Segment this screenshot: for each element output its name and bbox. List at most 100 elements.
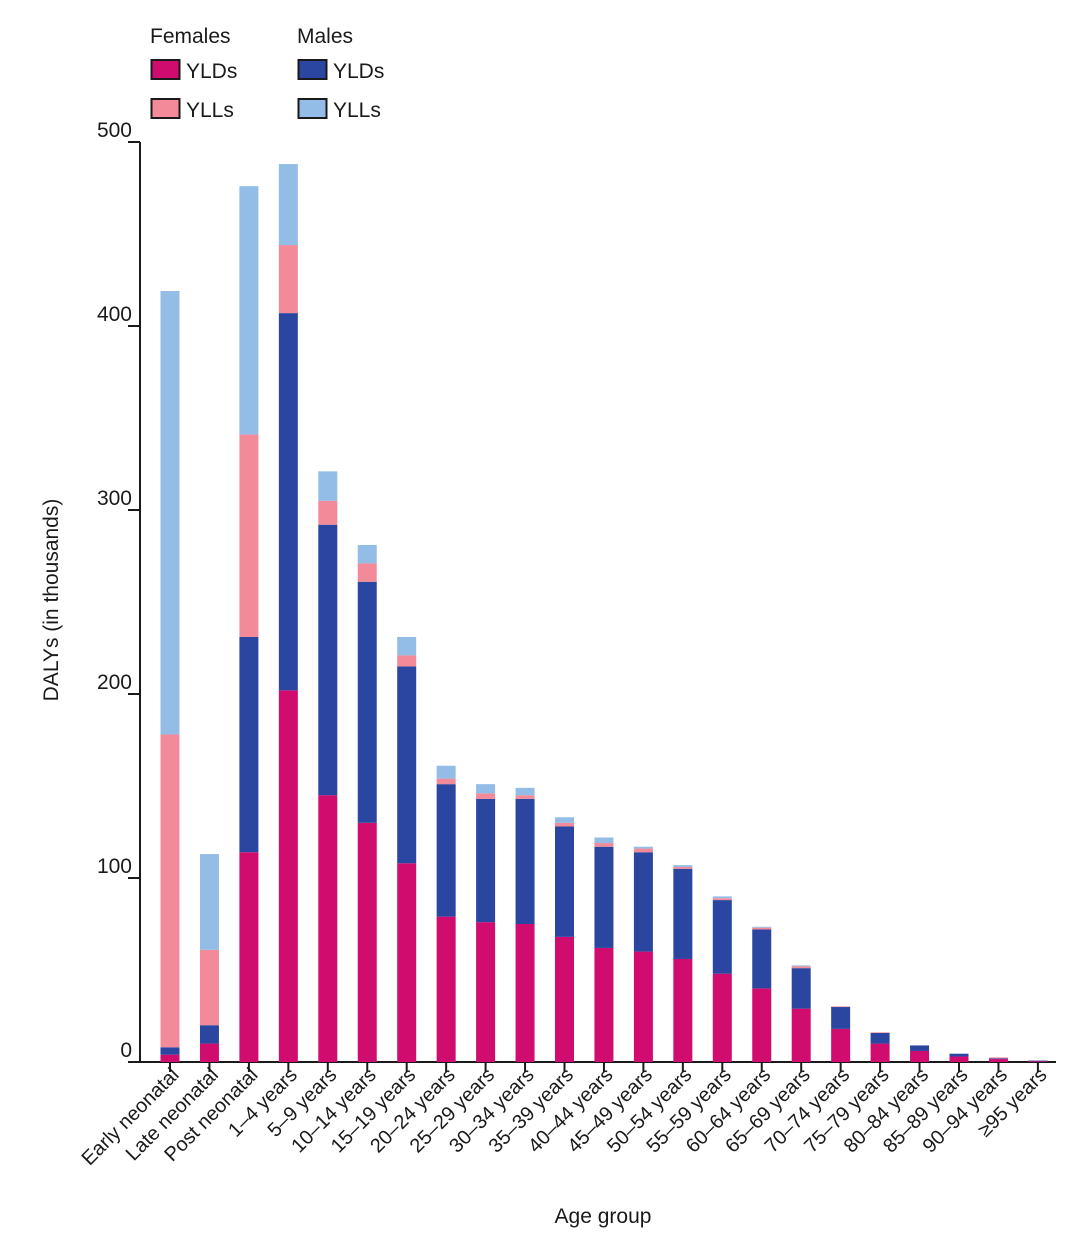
legend-group-title: Males bbox=[297, 25, 353, 48]
bar-segment bbox=[555, 817, 574, 823]
legend-item-label: YLLs bbox=[186, 99, 234, 122]
legend: Females YLDs YLLs Males YLDs YLLs bbox=[150, 25, 384, 122]
bar-segment bbox=[397, 655, 417, 667]
bar-segment bbox=[752, 927, 772, 930]
bar-segment bbox=[160, 291, 180, 735]
bar-segment bbox=[752, 988, 772, 1062]
legend-swatch bbox=[150, 98, 181, 119]
bar-segment bbox=[870, 1032, 890, 1044]
bar-segment bbox=[199, 1043, 219, 1062]
bar-segment bbox=[594, 843, 614, 847]
bar-segment bbox=[515, 787, 535, 796]
bar-segment bbox=[988, 1057, 1008, 1059]
y-axis-title: DALYs (in thousands) bbox=[40, 499, 63, 702]
bar-segment bbox=[199, 949, 219, 1026]
bar-segment bbox=[1028, 1060, 1048, 1061]
bar-segment bbox=[1028, 1059, 1048, 1061]
bar-segment bbox=[712, 898, 732, 901]
bar-segment bbox=[318, 524, 338, 796]
legend-item-label: YLDs bbox=[333, 60, 384, 83]
bar-segment bbox=[199, 854, 219, 950]
bar-segment bbox=[633, 848, 653, 853]
bar-segment bbox=[910, 1045, 930, 1051]
bar-segment bbox=[633, 852, 653, 952]
bar-segment bbox=[831, 1006, 851, 1029]
bar-segment bbox=[752, 929, 772, 989]
bar-segment bbox=[752, 926, 772, 928]
bar-segment bbox=[357, 544, 377, 564]
bar-segment bbox=[673, 868, 693, 959]
bar-segment bbox=[988, 1059, 1008, 1062]
bar-segment bbox=[357, 822, 377, 1062]
bar-segment bbox=[515, 924, 535, 1062]
legend-swatch bbox=[297, 98, 328, 119]
bar-segment bbox=[791, 968, 811, 1009]
bar-segment bbox=[831, 1006, 851, 1008]
bar-segment bbox=[476, 922, 496, 1062]
legend-swatch bbox=[150, 59, 181, 80]
y-tick-label: 0 bbox=[120, 1039, 132, 1062]
bar-segment bbox=[712, 973, 732, 1062]
bar-segment bbox=[633, 951, 653, 1062]
bar-segment bbox=[594, 846, 614, 948]
y-tick-label: 500 bbox=[97, 119, 132, 142]
bar-segment bbox=[318, 795, 338, 1062]
bar-segment bbox=[476, 798, 496, 923]
bar-segment bbox=[555, 826, 574, 937]
bar-segment bbox=[160, 1047, 180, 1055]
legend-swatch bbox=[297, 59, 328, 80]
bar-segment bbox=[436, 778, 456, 785]
bar-segment bbox=[436, 784, 456, 917]
bar-segment bbox=[831, 1028, 851, 1062]
bar-segment bbox=[357, 581, 377, 823]
bar-segment bbox=[239, 434, 259, 637]
bar-segment bbox=[318, 500, 338, 525]
bar-segment bbox=[594, 837, 614, 844]
bar-segment bbox=[712, 896, 732, 899]
bar-segment bbox=[949, 1056, 969, 1062]
y-tick-label: 400 bbox=[97, 303, 132, 326]
legend-group-title: Females bbox=[150, 25, 231, 48]
bar-segment bbox=[160, 1054, 180, 1062]
bar-segment bbox=[870, 1043, 890, 1062]
bar-segment bbox=[278, 164, 298, 246]
bar-segment bbox=[673, 958, 693, 1062]
x-axis-title: Age group bbox=[555, 1205, 652, 1228]
bar-segment bbox=[515, 798, 535, 924]
y-tick-label: 300 bbox=[97, 487, 132, 510]
bar-segment bbox=[633, 846, 653, 849]
bar-segment bbox=[278, 690, 298, 1062]
y-tick-label: 200 bbox=[97, 671, 132, 694]
bar-segment bbox=[555, 936, 574, 1062]
bar-segment bbox=[318, 471, 338, 501]
bar-segment bbox=[357, 563, 377, 582]
bar-segment bbox=[870, 1032, 890, 1033]
y-ticks: 0 100 200 300 400 500 bbox=[97, 119, 140, 1063]
bar-segment bbox=[1028, 1060, 1048, 1062]
bar-segment bbox=[397, 863, 417, 1062]
bar-segment bbox=[278, 245, 298, 314]
bar-segment bbox=[791, 966, 811, 969]
legend-item-label: YLLs bbox=[333, 99, 381, 122]
bar-segment bbox=[397, 666, 417, 864]
legend-item-label: YLDs bbox=[186, 60, 237, 83]
bar-segment bbox=[199, 1025, 219, 1044]
bar-segment bbox=[910, 1050, 930, 1062]
bar-segment bbox=[397, 636, 417, 656]
bar-segment bbox=[712, 900, 732, 974]
bar-segment bbox=[278, 313, 298, 691]
bar-segment bbox=[594, 947, 614, 1062]
bar-segment bbox=[515, 795, 535, 799]
bar-segment bbox=[476, 784, 496, 794]
bar-segment bbox=[791, 1008, 811, 1062]
bar-segment bbox=[673, 866, 693, 869]
bar-segment bbox=[239, 186, 259, 435]
bar-segment bbox=[988, 1058, 1008, 1060]
bar-segment bbox=[1028, 1060, 1048, 1062]
bar-segment bbox=[555, 822, 574, 827]
y-tick-label: 100 bbox=[97, 855, 132, 878]
bar-segment bbox=[949, 1053, 969, 1057]
bar-segment bbox=[476, 793, 496, 799]
